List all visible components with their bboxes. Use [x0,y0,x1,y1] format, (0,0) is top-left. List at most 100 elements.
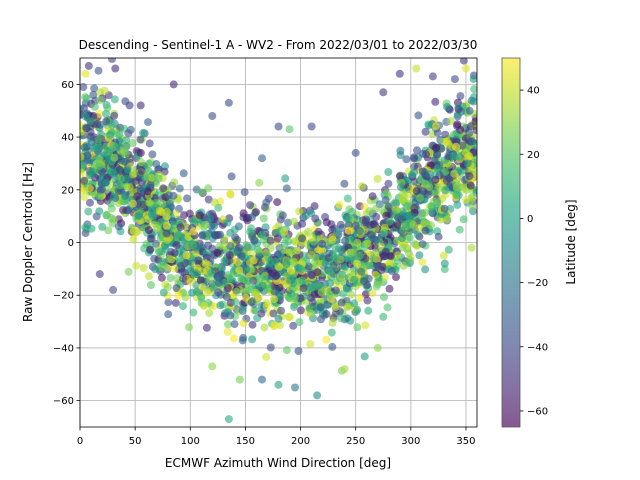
scatter-point [432,143,441,152]
scatter-point [205,309,214,317]
scatter-point [126,125,135,134]
scatter-point [174,292,183,300]
scatter-point [418,149,427,158]
scatter-point [391,198,400,207]
scatter-point [361,321,370,330]
x-tick-label: 100 [181,436,200,447]
scatter-point [455,225,464,234]
scatter-point [204,241,213,250]
scatter-point [214,278,223,287]
scatter-point [134,211,143,220]
scatter-point [331,245,340,254]
scatter-point [270,287,279,296]
scatter-point [116,174,125,183]
scatter-point [290,217,298,226]
scatter-point [181,293,190,302]
scatter-point [237,274,246,283]
scatter-point [207,268,216,277]
scatter-point [145,272,153,281]
scatter-point [238,336,247,345]
scatter-point [98,185,106,194]
scatter-point [136,148,145,157]
scatter-point [353,323,362,332]
scatter-point [94,135,103,144]
x-tick-label: 200 [291,436,310,447]
scatter-point [171,298,180,307]
scatter-point [282,260,291,269]
scatter-point [111,64,120,73]
scatter-point [90,84,99,93]
chart-title: Descending - Sentinel-1 A - WV2 - From 2… [79,38,478,52]
scatter-point [253,245,262,254]
scatter-point [431,122,440,131]
scatter-point [95,155,104,164]
colorbar-ticks: −60 −40 −20 0 20 40 [520,86,548,417]
scatter-point [387,267,396,275]
scatter-point [466,122,475,131]
scatter-point [450,75,459,84]
scatter-point [416,194,425,203]
scatter-point [280,227,289,236]
scatter-point [258,154,266,163]
scatter-point [146,281,155,289]
scatter-point [226,228,235,237]
scatter-point [281,174,290,183]
scatter-point [188,288,196,297]
scatter-point [328,235,337,244]
scatter-point [146,234,155,243]
scatter-point [382,211,391,220]
scatter-point [273,250,282,259]
scatter-point [158,199,167,208]
scatter-point [266,236,275,245]
scatter-point [294,347,303,355]
scatter-point [395,69,404,78]
scatter-point [316,296,325,305]
scatter-point [184,232,193,241]
scatter-point [81,112,90,121]
scatter-point [399,261,408,270]
scatter-point [204,195,213,204]
scatter-point [270,322,279,330]
scatter-point [81,69,90,78]
scatter-point [363,239,372,248]
scatter-point [108,121,117,130]
scatter-point [465,152,474,161]
scatter-point [402,155,411,164]
scatter-point [337,314,346,323]
scatter-point [273,198,282,207]
scatter-point [174,230,183,239]
scatter-point [307,122,316,131]
scatter-point [251,306,260,315]
scatter-point [465,128,474,137]
scatter-point [222,293,231,302]
scatter-point [189,216,198,225]
scatter-point [136,135,145,144]
scatter-point [373,174,382,183]
scatter-point [93,143,102,152]
scatter-point [331,286,340,295]
scatter-point [164,310,173,319]
scatter-point [248,335,257,344]
scatter-point [465,106,474,115]
scatter-point [198,188,207,197]
scatter-point [133,192,142,201]
scatter-point [246,258,254,267]
scatter-point [234,222,243,231]
scatter-point [470,85,477,94]
scatter-point [102,117,111,126]
scatter-point [257,230,266,239]
scatter-point [192,270,201,278]
scatter-point [384,168,393,176]
scatter-point [442,137,451,146]
scatter-point [346,249,355,258]
scatter-point [137,166,146,175]
scatter-point [86,198,94,207]
scatter-point [121,192,130,201]
x-tick-label: 0 [77,436,83,447]
scatter-point [95,207,104,216]
scatter-point [157,207,166,216]
scatter-point [301,211,310,220]
scatter-point [176,223,185,232]
scatter-point [336,255,345,264]
scatter-point [289,258,298,266]
